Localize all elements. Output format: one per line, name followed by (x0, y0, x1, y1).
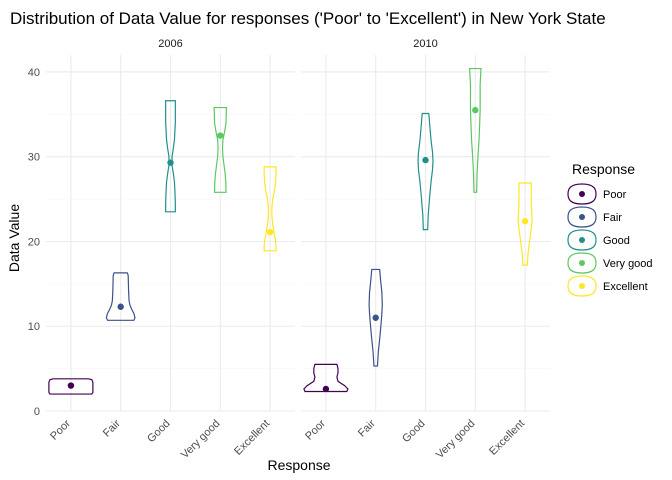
legend-key-point-poor (579, 191, 585, 197)
x-tick-label: Excellent (487, 418, 527, 458)
legend-title: Response (572, 161, 635, 177)
violin-fair-2006 (105, 272, 136, 321)
legend-key-point-fair (579, 214, 585, 220)
violin-good-2010 (417, 112, 434, 231)
legend-key-very-good (567, 252, 597, 274)
x-tick-label: Good (145, 418, 173, 446)
median-point-very-good-2006 (217, 132, 224, 139)
legend-key-good (567, 229, 597, 251)
chart-title: Distribution of Data Value for responses… (10, 9, 606, 28)
violin-very-good-2006 (213, 106, 228, 193)
y-tick-label: 20 (28, 236, 40, 248)
facet-panel-2006: 2006 0 10 20 30 40 Poor Fair Good Very good Excell… (28, 38, 295, 461)
legend: Response Poor Fair Good Very good Excellent (567, 161, 653, 297)
legend-item-fair: Fair (567, 206, 622, 228)
median-point-poor-2006 (67, 382, 75, 389)
legend-item-excellent: Excellent (567, 275, 648, 297)
x-tick-label: Poor (48, 417, 73, 442)
legend-key-point-very-good (579, 260, 585, 266)
x-tick-label: Fair (101, 417, 123, 439)
facet-label-2010: 2010 (413, 38, 437, 50)
y-tick-label: 10 (28, 321, 40, 333)
x-tick-label: Very good (434, 418, 478, 462)
legend-item-good: Good (567, 229, 630, 251)
x-tick-label: Very good (179, 418, 223, 462)
legend-label-fair: Fair (603, 212, 622, 224)
x-tick-label: Excellent (232, 418, 272, 458)
x-tick-label: Fair (356, 417, 378, 439)
median-point-fair-2010 (372, 314, 379, 321)
median-point-excellent-2010 (521, 217, 529, 225)
y-tick-label: 30 (28, 152, 40, 164)
legend-key-excellent (567, 275, 597, 297)
median-point-good-2010 (422, 156, 429, 164)
violin-poor-2006 (48, 378, 94, 395)
legend-item-poor: Poor (567, 183, 627, 205)
facet-panel-2010: 2010 Poor Fair Good Very good Excellent (301, 38, 550, 461)
legend-key-fair (567, 206, 597, 228)
violin-fair-2010 (368, 268, 383, 367)
median-point-fair-2006 (117, 303, 124, 310)
legend-label-poor: Poor (603, 189, 627, 201)
median-point-poor-2010 (322, 385, 330, 393)
median-point-excellent-2006 (266, 228, 274, 236)
y-tick-label: 40 (28, 67, 40, 79)
violin-excellent-2006 (263, 166, 277, 252)
legend-label-good: Good (603, 235, 630, 247)
x-axis-title: Response (267, 457, 330, 473)
legend-key-point-good (579, 237, 585, 243)
violin-excellent-2010 (517, 182, 533, 266)
median-point-very-good-2010 (472, 106, 479, 114)
legend-key-poor (567, 183, 597, 205)
x-tick-label: Good (400, 418, 428, 446)
violin-good-2006 (165, 100, 176, 213)
legend-key-point-excellent (579, 283, 585, 289)
legend-label-excellent: Excellent (603, 281, 648, 293)
violin-very-good-2010 (468, 67, 482, 193)
x-tick-label: Poor (303, 417, 328, 442)
facet-label-2006: 2006 (158, 38, 182, 50)
violin-poor-2010 (303, 363, 349, 393)
y-axis-title: Data Value (6, 204, 22, 272)
legend-item-very-good: Very good (567, 252, 653, 274)
y-tick-label: 0 (34, 406, 40, 418)
median-point-good-2006 (167, 159, 174, 166)
legend-label-very-good: Very good (603, 258, 653, 270)
